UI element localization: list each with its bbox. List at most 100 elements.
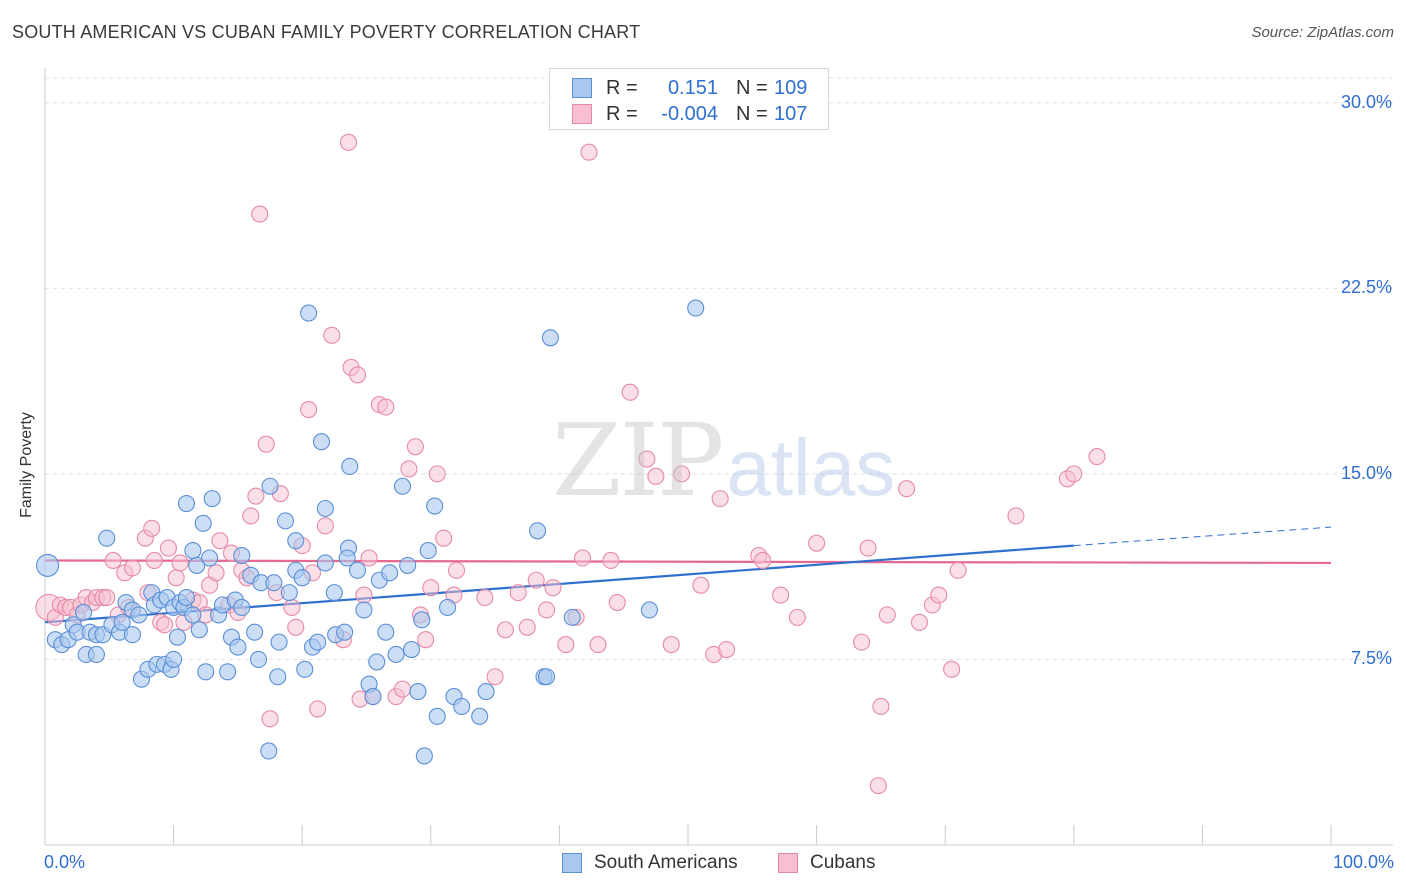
cubans-point	[145, 551, 163, 570]
legend-swatch-south-americans	[562, 853, 582, 873]
south-americans-point	[364, 687, 382, 706]
cubans-point	[406, 438, 424, 456]
legend-label-south-americans: South Americans	[594, 852, 738, 873]
south-americans-point	[168, 628, 187, 646]
cubans-point	[869, 777, 887, 795]
south-americans-point	[123, 626, 141, 644]
south-americans-point	[325, 584, 343, 602]
legend-r-value: -0.004	[661, 102, 718, 125]
cubans-point	[949, 561, 967, 579]
south-americans-point	[246, 623, 264, 641]
watermark-atlas: atlas	[726, 423, 896, 512]
cubans-point	[316, 517, 334, 535]
cubans-point	[1007, 507, 1025, 525]
south-americans-point	[130, 606, 148, 624]
south-americans-point	[316, 499, 334, 518]
cubans-point	[859, 539, 877, 557]
south-americans-point	[338, 549, 356, 567]
south-americans-point	[194, 514, 212, 532]
cubans-point	[518, 618, 536, 636]
south-americans-point	[419, 542, 437, 560]
cubans-point	[143, 519, 161, 537]
cubans-point	[638, 450, 656, 468]
south-americans-point	[409, 683, 427, 701]
cubans-point	[300, 400, 318, 419]
cubans-point	[872, 697, 890, 715]
south-americans-point	[269, 668, 287, 686]
legend-item-south-americans[interactable]: South Americans	[562, 852, 738, 874]
cubans-point	[400, 460, 418, 478]
cubans-point	[808, 534, 826, 552]
cubans-point	[447, 561, 466, 579]
correlation-legend: R = 0.151 N = 109 R = -0.004 N = 107	[549, 68, 829, 130]
cubans-point	[123, 559, 141, 577]
cubans-point	[261, 710, 279, 728]
south-americans-point	[453, 697, 471, 715]
south-americans-point	[233, 546, 251, 565]
south-americans-point	[413, 611, 431, 629]
south-americans-point	[438, 598, 457, 617]
cubans-point	[283, 598, 301, 617]
south-americans-point	[399, 556, 417, 574]
chart-title: SOUTH AMERICAN VS CUBAN FAMILY POVERTY C…	[12, 22, 641, 42]
cubans-point	[544, 579, 562, 597]
legend-swatch-cubans	[572, 104, 592, 124]
cubans-point	[476, 589, 494, 607]
cubans-point	[898, 480, 916, 498]
south-americans-point	[426, 497, 444, 515]
south-americans-point	[270, 633, 288, 651]
watermark-zip: ZIP	[552, 402, 724, 519]
cubans-point	[772, 586, 790, 604]
x-tick-label-max: 100.0%	[1332, 852, 1394, 872]
legend-n-label: N =	[736, 102, 768, 125]
cubans-point	[537, 601, 556, 619]
cubans-point	[573, 549, 592, 567]
cubans-point	[247, 487, 265, 505]
south-americans-points	[36, 299, 705, 765]
south-americans-point	[402, 640, 421, 659]
south-americans-point	[377, 623, 395, 641]
south-americans-point	[260, 742, 278, 760]
legend-swatch-south-americans	[572, 78, 592, 98]
cubans-point	[878, 606, 896, 624]
y-tick-label: 15.0%	[1340, 462, 1392, 483]
south-americans-point	[203, 490, 221, 508]
cubans-point	[589, 636, 607, 654]
cubans-point	[853, 633, 871, 651]
watermark: ZIPatlas	[552, 402, 895, 519]
south-americans-point	[381, 564, 399, 582]
south-americans-point	[177, 589, 196, 607]
south-americans-point	[113, 613, 131, 631]
south-americans-point	[249, 650, 268, 668]
trend-line-cubans	[44, 559, 1332, 565]
south-americans-point	[316, 554, 334, 572]
south-americans-point	[165, 650, 183, 668]
cubans-point	[211, 532, 229, 550]
cubans-point	[692, 576, 710, 594]
south-americans-point	[229, 638, 247, 656]
south-americans-point	[184, 606, 202, 624]
cubans-point	[527, 571, 545, 589]
cubans-point	[608, 593, 626, 612]
cubans-point	[104, 551, 122, 570]
cubans-point	[171, 554, 189, 572]
cubans-point	[98, 589, 116, 607]
south-americans-point	[265, 574, 283, 592]
south-americans-point	[387, 645, 405, 664]
y-tick-label: 22.5%	[1340, 277, 1392, 298]
south-americans-point	[233, 598, 251, 617]
trend-line-south-americans-projection	[1073, 526, 1332, 547]
axes	[44, 68, 1393, 846]
cubans-point	[930, 586, 948, 604]
y-tick-label: 30.0%	[1340, 91, 1392, 112]
south-americans-point	[276, 512, 295, 530]
south-americans-point	[428, 707, 446, 725]
series-legend: South Americans Cubans	[0, 852, 1406, 878]
y-axis-label: Family Poverty	[18, 412, 35, 518]
south-americans-point	[188, 556, 206, 574]
cubans-point	[662, 636, 680, 654]
south-americans-point	[368, 653, 386, 671]
legend-item-cubans[interactable]: Cubans	[778, 852, 876, 874]
south-americans-point	[201, 549, 219, 567]
legend-n-label: N =	[736, 76, 768, 99]
